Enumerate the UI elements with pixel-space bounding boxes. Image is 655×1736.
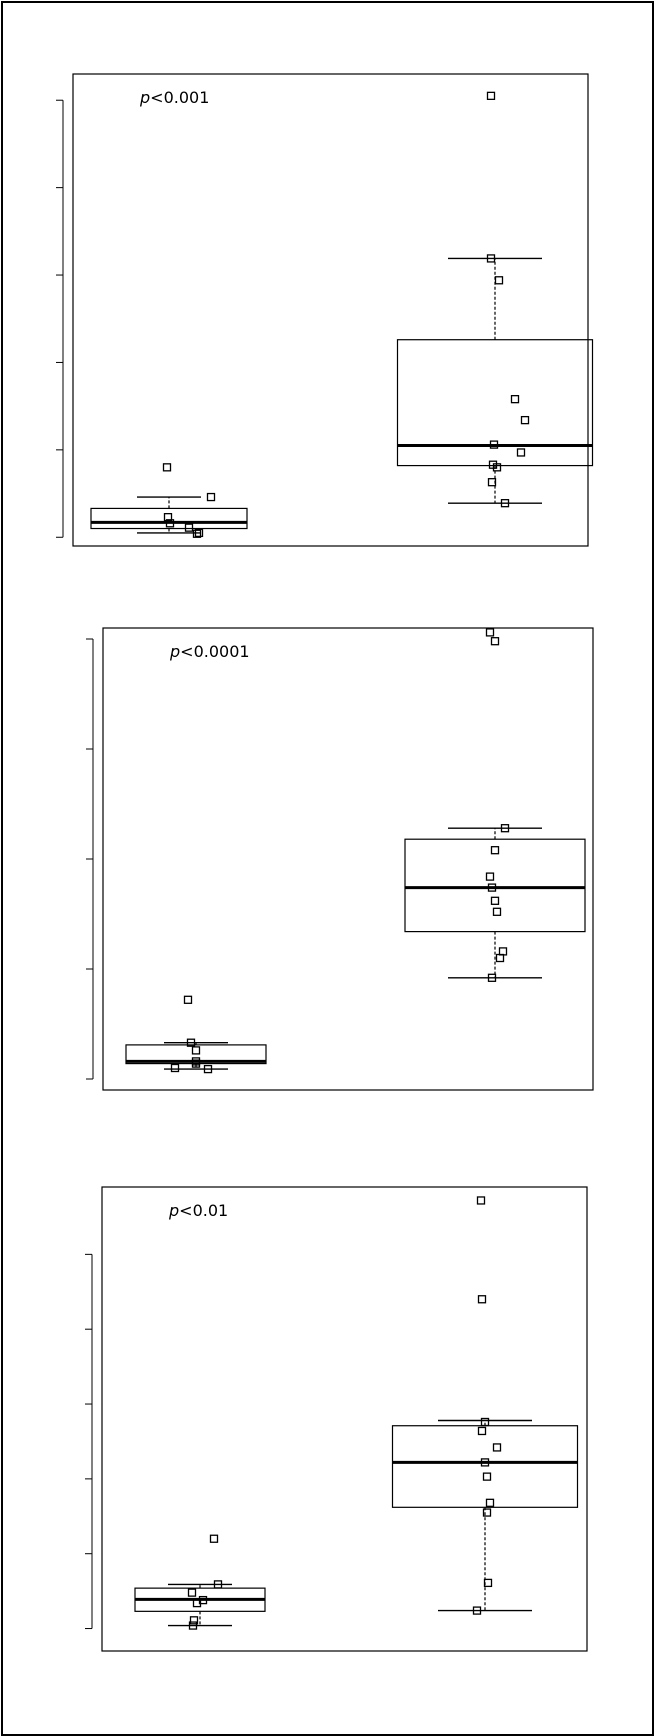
iqr-box [90,507,248,530]
data-point [510,395,520,404]
data-point [490,637,500,646]
data-point [500,824,510,833]
data-point [191,1059,201,1068]
data-point [486,254,496,263]
data-point [165,519,175,528]
data-point [186,1038,196,1047]
data-point [194,528,204,538]
data-point [487,883,497,892]
data-point [495,953,505,963]
data-point [170,1063,180,1073]
data-point [485,872,495,881]
data-point [203,1064,213,1074]
data-point [482,1508,492,1517]
chart-panel-mir-21: p<0.0001 [86,627,594,1091]
p-value-symbol: p [169,642,180,661]
data-point [485,628,495,637]
data-point [492,1443,502,1452]
p-value-symbol: p [168,1201,179,1220]
data-point [487,478,497,487]
data-point [485,1498,495,1507]
data-point [492,907,502,916]
data-point [492,463,502,472]
data-point [163,513,173,522]
iqr-box [396,339,594,467]
data-point [483,1578,493,1588]
data-point [477,1295,487,1304]
data-point [486,91,496,101]
data-point [209,1534,219,1543]
data-point [191,1046,201,1055]
data-point [500,499,510,508]
data-point [184,523,194,532]
iqr-box [125,1044,267,1065]
data-point [489,440,499,449]
data-point [490,896,500,905]
p-value-threshold: <0.01 [179,1201,228,1220]
boxplot-pee [396,257,594,504]
data-point [472,1606,482,1615]
boxplot-pee [404,827,586,979]
p-value-annotation: p<0.01 [168,1201,228,1220]
data-point [490,846,500,855]
data-point [183,995,193,1004]
data-point [477,1426,487,1436]
data-point [187,1588,197,1597]
data-point [206,492,216,502]
chart-panel-mir-155: p<0.001 [56,73,594,547]
data-point [192,1598,202,1608]
data-point [520,415,530,425]
boxplot-controls [90,496,248,534]
data-point [487,973,497,982]
iqr-box [404,838,586,933]
data-point [476,1196,486,1205]
data-point [482,1472,492,1481]
chart-panel-mir-122: p<0.01 [85,1186,588,1652]
p-value-annotation: p<0.0001 [169,642,250,661]
data-point [192,529,202,538]
data-point [480,1458,490,1467]
p-value-annotation: p<0.001 [139,88,209,107]
data-point [494,276,504,285]
p-value-symbol: p [139,88,150,107]
plot-frame [101,1186,588,1652]
p-value-threshold: <0.0001 [180,642,249,661]
plot-frame [102,627,594,1091]
data-point [213,1580,223,1589]
data-point [162,463,172,472]
boxplot-pee [391,1419,579,1612]
data-point [188,1621,198,1630]
data-point [480,1417,490,1427]
p-value-threshold: <0.001 [150,88,209,107]
boxplot-controls [125,1041,267,1070]
plot-frame [72,73,589,547]
data-point [516,448,526,457]
data-point [189,1616,199,1625]
